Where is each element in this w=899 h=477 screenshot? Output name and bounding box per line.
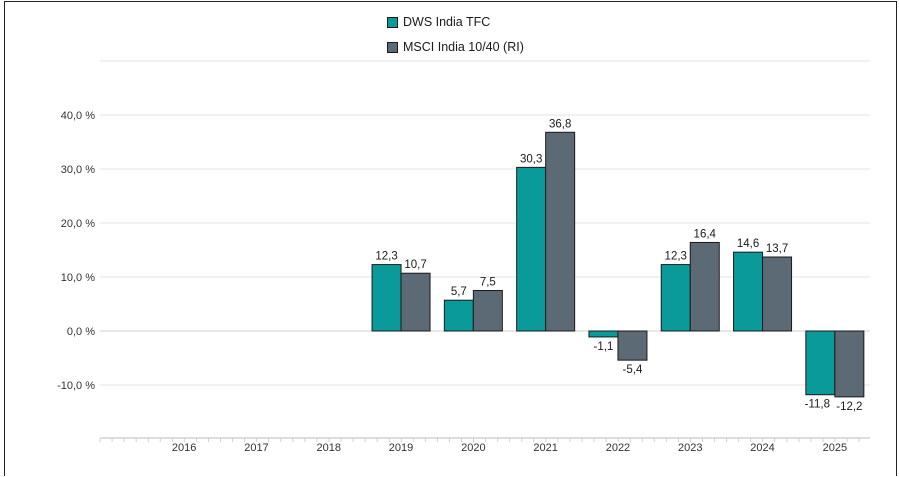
- x-tick-label: 2020: [461, 442, 485, 454]
- bar: [660, 264, 691, 332]
- bar: [762, 256, 793, 332]
- y-tick-label: 40,0 %: [61, 110, 95, 122]
- y-tick-label: 30,0 %: [61, 164, 95, 176]
- data-label: -1,1: [594, 341, 614, 353]
- bar: [733, 251, 764, 332]
- legend-label-dws: DWS India TFC: [403, 15, 491, 29]
- x-tick-label: 2024: [750, 442, 774, 454]
- x-tick-label: 2023: [678, 442, 702, 454]
- y-tick-label: 10,0 %: [61, 272, 95, 284]
- bar: [516, 166, 547, 332]
- data-label: -12,2: [836, 401, 862, 413]
- legend-item-dws[interactable]: DWS India TFC: [387, 12, 524, 32]
- legend-label-msci: MSCI India 10/40 (RI): [403, 40, 524, 54]
- bar: [588, 330, 619, 338]
- data-label: 16,4: [694, 228, 717, 240]
- x-tick-label: 2016: [172, 442, 196, 454]
- bar: [472, 290, 503, 332]
- x-tick-label: 2017: [244, 442, 268, 454]
- data-label: 13,7: [766, 243, 788, 255]
- data-label: 5,7: [451, 286, 467, 298]
- x-tick-label: 2025: [823, 442, 847, 454]
- data-label: 14,6: [737, 238, 759, 250]
- data-label: 30,3: [520, 153, 542, 165]
- x-tick-label: 2019: [389, 442, 413, 454]
- data-label: -11,8: [805, 399, 830, 411]
- x-tick-label: 2021: [533, 442, 557, 454]
- y-tick-label: -10,0 %: [57, 380, 95, 392]
- bar: [371, 264, 402, 332]
- y-tick-label: 20,0 %: [61, 218, 95, 230]
- data-label: 10,7: [404, 259, 426, 271]
- data-label: 12,3: [665, 251, 687, 263]
- x-tick-label: 2022: [606, 442, 630, 454]
- legend: DWS India TFC MSCI India 10/40 (RI): [387, 12, 524, 62]
- bar: [617, 330, 648, 361]
- bar: [805, 330, 836, 396]
- bar: [545, 131, 576, 332]
- legend-swatch-msci: [387, 41, 398, 53]
- x-tick-label: 2018: [317, 442, 341, 454]
- bar: [834, 330, 865, 398]
- y-tick-label: 0,0 %: [67, 326, 95, 338]
- data-label: 12,3: [375, 251, 397, 263]
- data-label: 36,8: [549, 118, 571, 130]
- legend-item-msci[interactable]: MSCI India 10/40 (RI): [387, 37, 524, 57]
- chart-frame: [4, 1, 897, 476]
- data-label: -5,4: [623, 364, 643, 376]
- bar: [689, 241, 720, 332]
- bar: [400, 272, 431, 332]
- data-label: 7,5: [480, 277, 496, 289]
- bar: [443, 299, 474, 332]
- legend-swatch-dws: [387, 16, 398, 28]
